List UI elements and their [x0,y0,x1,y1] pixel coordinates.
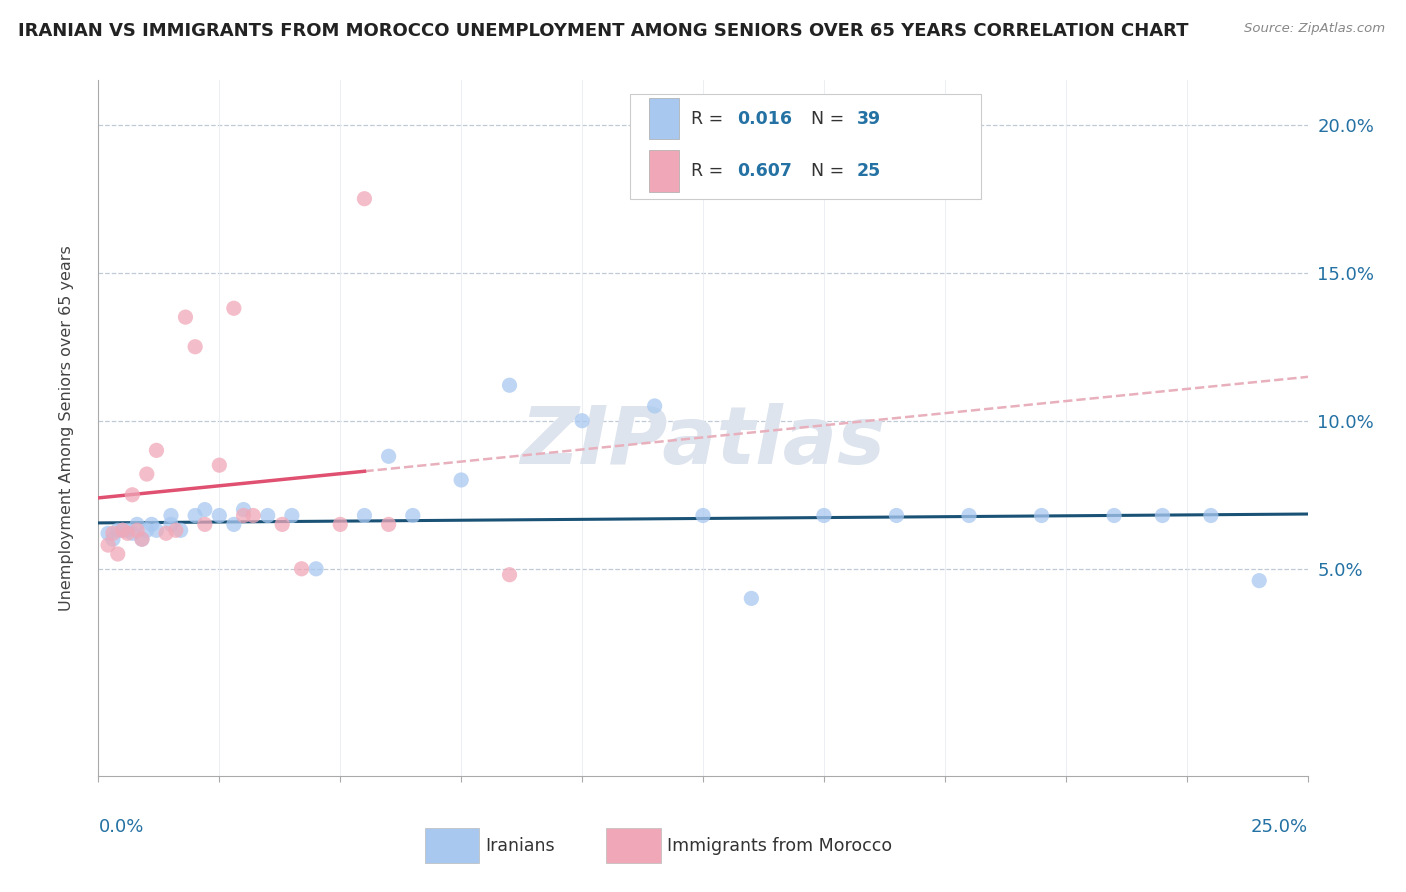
Bar [648,150,679,192]
Point [117,526,139,541]
Point [1249,574,1271,588]
Point [135,467,157,481]
Y-axis label: Unemployment Among Seniors over 65 years: Unemployment Among Seniors over 65 years [59,245,75,611]
Text: 0.016: 0.016 [737,110,792,128]
Text: 25.0%: 25.0% [1250,818,1308,836]
Point [155,526,177,541]
Point [184,340,207,354]
Point [1199,508,1222,523]
Point [353,508,375,523]
Point [571,414,593,428]
Bar [606,828,661,863]
Point [957,508,980,523]
Point [101,532,124,546]
Point [184,508,207,523]
Text: Iranians: Iranians [485,837,555,855]
Point [127,517,149,532]
Point [740,591,762,606]
Point [121,526,143,541]
Text: 0.607: 0.607 [737,161,792,179]
Point [402,508,425,523]
Text: N =: N = [800,110,849,128]
Point [290,562,312,576]
Text: ZIPatlas: ZIPatlas [520,403,886,481]
Text: Immigrants from Morocco: Immigrants from Morocco [666,837,891,855]
Point [305,562,328,576]
Point [160,517,183,532]
Point [97,538,120,552]
Point [107,524,129,538]
Point [377,517,399,532]
Point [353,192,375,206]
Point [281,508,304,523]
Point [135,524,157,538]
Point [111,524,134,538]
Point [169,524,191,538]
Point [208,458,231,472]
Point [644,399,666,413]
Text: IRANIAN VS IMMIGRANTS FROM MOROCCO UNEMPLOYMENT AMONG SENIORS OVER 65 YEARS CORR: IRANIAN VS IMMIGRANTS FROM MOROCCO UNEMP… [18,22,1189,40]
Point [222,517,245,532]
Point [222,301,245,316]
Text: R =: R = [690,161,728,179]
Point [232,502,254,516]
Point [145,443,167,458]
Point [498,567,520,582]
Point [131,532,153,546]
Bar [630,95,981,199]
Point [886,508,908,523]
Point [107,547,129,561]
Point [242,508,264,523]
Point [131,532,153,546]
Bar [648,98,679,139]
Point [121,488,143,502]
Point [165,524,187,538]
Point [1102,508,1125,523]
Text: Source: ZipAtlas.com: Source: ZipAtlas.com [1244,22,1385,36]
Point [97,526,120,541]
Point [194,517,217,532]
Point [1031,508,1053,523]
Point [117,524,139,538]
Bar [425,828,479,863]
Point [256,508,278,523]
Point [127,524,149,538]
Text: 25: 25 [856,161,880,179]
Point [498,378,520,392]
Point [329,517,352,532]
Point [271,517,294,532]
Point [174,310,197,325]
Point [208,508,231,523]
Point [111,524,134,538]
Point [450,473,472,487]
Point [101,526,124,541]
Text: N =: N = [800,161,849,179]
Point [145,524,167,538]
Point [813,508,835,523]
Point [1152,508,1174,523]
Point [377,450,399,464]
Point [232,508,254,523]
Point [141,517,163,532]
Text: R =: R = [690,110,728,128]
Text: 39: 39 [856,110,880,128]
Point [194,502,217,516]
Point [160,508,183,523]
Point [692,508,714,523]
Text: 0.0%: 0.0% [98,818,143,836]
